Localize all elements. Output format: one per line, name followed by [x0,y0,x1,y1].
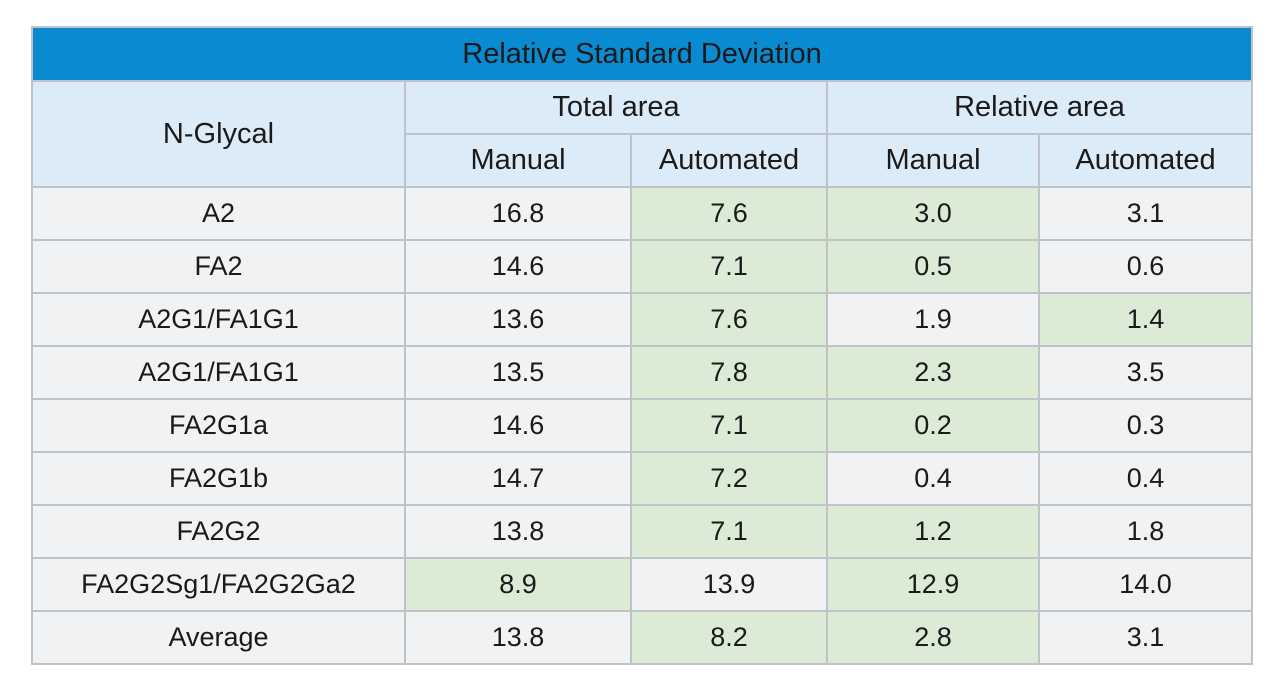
sub-header-relative-automated: Automated [1038,133,1253,188]
total-manual-cell: 13.8 [404,504,632,559]
glycan-label-cell: FA2G1b [31,451,406,506]
group-header-row: N-Glycal Total area Relative area [31,80,1253,188]
row-header-cell: N-Glycal [31,80,406,188]
group-header-total-area: Total area [404,80,828,135]
total-manual-cell: 13.8 [404,610,632,665]
total-automated-cell: 7.8 [630,345,828,400]
rsd-table: Relative Standard Deviation N-Glycal Tot… [31,26,1253,665]
relative-manual-cell: 0.4 [826,451,1040,506]
glycan-label-cell: FA2G2 [31,504,406,559]
table-title: Relative Standard Deviation [31,26,1253,82]
glycan-label-cell: FA2G2Sg1/FA2G2Ga2 [31,557,406,612]
sub-header-total-manual: Manual [404,133,632,188]
relative-manual-cell: 0.2 [826,398,1040,453]
table-row: A2G1/FA1G1 13.6 7.6 1.9 1.4 [31,292,1253,347]
relative-manual-cell: 3.0 [826,186,1040,241]
total-manual-cell: 16.8 [404,186,632,241]
total-automated-cell: 7.2 [630,451,828,506]
relative-automated-cell: 0.6 [1038,239,1253,294]
sub-header-row: Manual Automated Manual Automated [32,133,1253,188]
relative-manual-cell: 12.9 [826,557,1040,612]
table-row: A2G1/FA1G1 13.5 7.8 2.3 3.5 [31,345,1253,400]
relative-manual-cell: 1.2 [826,504,1040,559]
glycan-label-cell: A2 [31,186,406,241]
sub-header-total-automated: Automated [630,133,828,188]
total-manual-cell: 14.6 [404,239,632,294]
total-automated-cell: 7.1 [630,239,828,294]
relative-manual-cell: 2.3 [826,345,1040,400]
total-automated-cell: 7.1 [630,398,828,453]
total-manual-cell: 13.6 [404,292,632,347]
table-row: FA2G2Sg1/FA2G2Ga2 8.9 13.9 12.9 14.0 [31,557,1253,612]
total-automated-cell: 13.9 [630,557,828,612]
total-automated-cell: 7.6 [630,292,828,347]
table-row: A2 16.8 7.6 3.0 3.1 [31,186,1253,241]
glycan-label-cell: A2G1/FA1G1 [31,345,406,400]
total-automated-cell: 8.2 [630,610,828,665]
relative-automated-cell: 0.4 [1038,451,1253,506]
glycan-label-cell: FA2 [31,239,406,294]
table-row: Average 13.8 8.2 2.8 3.1 [31,610,1253,665]
sub-header-relative-manual: Manual [826,133,1040,188]
table-body: A2 16.8 7.6 3.0 3.1 FA2 14.6 7.1 0.5 0.6 A2G1/FA1G… [31,186,1253,665]
total-automated-cell: 7.1 [630,504,828,559]
table-row: FA2G2 13.8 7.1 1.2 1.8 [31,504,1253,559]
total-manual-cell: 14.6 [404,398,632,453]
total-automated-cell: 7.6 [630,186,828,241]
title-row: Relative Standard Deviation [31,26,1253,82]
relative-manual-cell: 1.9 [826,292,1040,347]
table-row: FA2G1a 14.6 7.1 0.2 0.3 [31,398,1253,453]
group-header-relative-area: Relative area [826,80,1253,135]
relative-automated-cell: 3.1 [1038,186,1253,241]
relative-automated-cell: 14.0 [1038,557,1253,612]
relative-automated-cell: 3.1 [1038,610,1253,665]
relative-manual-cell: 2.8 [826,610,1040,665]
relative-automated-cell: 3.5 [1038,345,1253,400]
relative-manual-cell: 0.5 [826,239,1040,294]
glycan-label-cell: A2G1/FA1G1 [31,292,406,347]
relative-automated-cell: 1.8 [1038,504,1253,559]
glycan-label-cell: FA2G1a [31,398,406,453]
relative-automated-cell: 0.3 [1038,398,1253,453]
total-manual-cell: 14.7 [404,451,632,506]
relative-automated-cell: 1.4 [1038,292,1253,347]
total-manual-cell: 13.5 [404,345,632,400]
table-row: FA2G1b 14.7 7.2 0.4 0.4 [31,451,1253,506]
total-manual-cell: 8.9 [404,557,632,612]
table-row: FA2 14.6 7.1 0.5 0.6 [31,239,1253,294]
glycan-label-cell: Average [31,610,406,665]
